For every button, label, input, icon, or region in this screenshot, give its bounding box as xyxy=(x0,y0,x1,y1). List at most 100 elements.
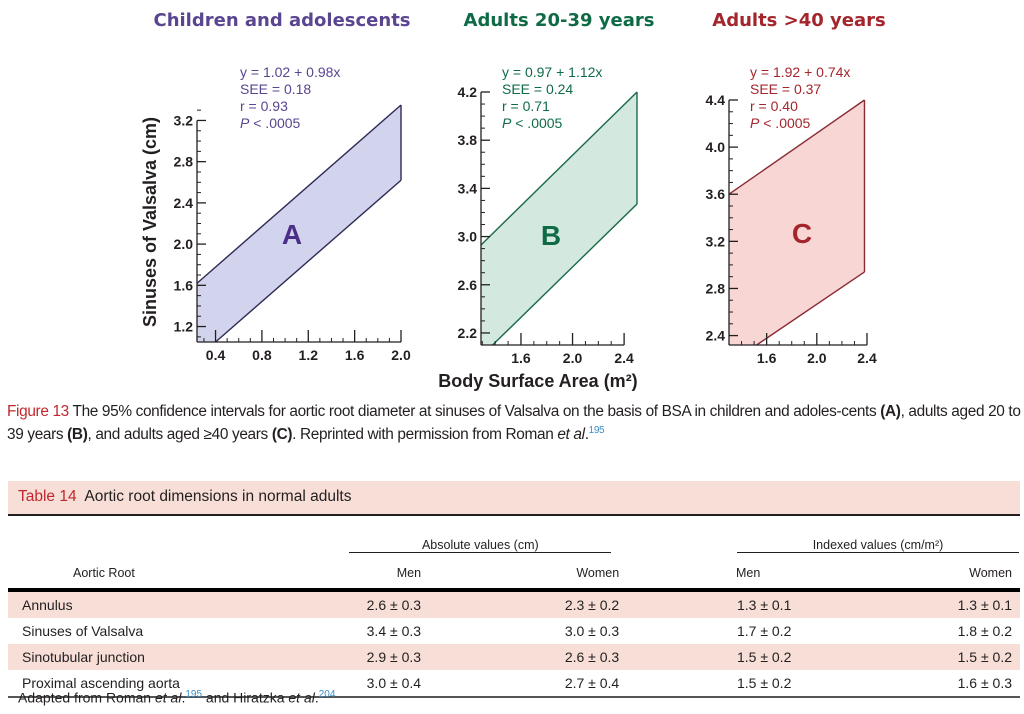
y-tick-label: 1.2 xyxy=(174,319,194,335)
cell-abs-women: 2.7 ± 0.4 xyxy=(421,670,632,698)
row-label: Proximal ascending aorta xyxy=(8,670,327,698)
column-header-idx-women: Women xyxy=(887,557,1020,592)
table-row: Annulus 2.6 ± 0.3 2.3 ± 0.2 1.3 ± 0.1 1.3 ± … xyxy=(8,590,1020,618)
cell-abs-women: 3.0 ± 0.3 xyxy=(564,623,620,639)
cell-abs-men: 3.0 ± 0.4 xyxy=(326,670,422,698)
caption-text: The 95% confidence intervals for aortic … xyxy=(68,403,881,420)
caption-ref-c: (C) xyxy=(271,426,293,444)
ci-band xyxy=(481,92,637,345)
group-header-label: Indexed values (cm/m²) xyxy=(812,538,944,552)
cell-idx-men: 1.5 ± 0.2 xyxy=(735,644,887,670)
x-tick-label: 1.6 xyxy=(345,347,365,363)
x-tick-label: 0.4 xyxy=(206,347,226,363)
regression-stat: y = 1.92 + 0.74x xyxy=(750,64,850,80)
caption-text: , and adults aged ≥40 years xyxy=(87,426,272,444)
x-tick-label: 2.0 xyxy=(391,347,411,363)
ci-lower-line xyxy=(492,203,638,346)
panel-letter: B xyxy=(541,220,561,251)
panel-title: Children and adolescents xyxy=(153,10,410,31)
table-14: Table 14 Aortic root dimensions in norma… xyxy=(8,481,1020,698)
citation-link[interactable]: 195 xyxy=(588,425,605,436)
footnote-text: Adapted from Roman xyxy=(18,689,155,706)
y-tick-label: 2.4 xyxy=(174,195,194,211)
y-tick-label: 1.6 xyxy=(174,277,194,293)
y-tick-label: 3.6 xyxy=(706,186,726,202)
regression-stat: SEE = 0.18 xyxy=(240,81,311,97)
y-tick-label: 4.0 xyxy=(706,139,726,155)
cell-abs-men: 2.9 ± 0.3 xyxy=(326,644,422,670)
group-header-indexed: Indexed values (cm/m²) xyxy=(736,516,1020,557)
column-header-abs-men: Men xyxy=(326,557,422,592)
y-tick-label: 2.8 xyxy=(174,154,194,170)
y-tick-label: 3.2 xyxy=(174,112,194,128)
cell-abs-women: 2.3 ± 0.2 xyxy=(421,590,632,618)
column-header-idx-men: Men xyxy=(735,557,887,592)
cell-idx-men: 1.7 ± 0.2 xyxy=(736,623,792,639)
figure-label: Figure 13 xyxy=(7,403,69,420)
header-spacer xyxy=(8,516,326,557)
row-label: Sinuses of Valsalva xyxy=(22,623,144,639)
column-header-aortic-root: Aortic Root xyxy=(8,557,327,592)
header-spacer xyxy=(631,516,736,557)
row-label: Annulus xyxy=(8,590,327,618)
row-label: Sinotubular junction xyxy=(8,644,327,670)
regression-stat: P < .0005 xyxy=(750,115,811,131)
y-tick-label: 2.4 xyxy=(706,328,726,344)
figure-caption: Figure 13 The 95% confidence intervals f… xyxy=(7,402,1022,444)
column-header-abs-women: Women xyxy=(421,557,632,592)
group-header-absolute: Absolute values (cm) xyxy=(326,516,631,557)
table-label: Table 14 xyxy=(18,488,77,505)
table-body: Annulus 2.6 ± 0.3 2.3 ± 0.2 1.3 ± 0.1 1.3 ± … xyxy=(8,590,1020,698)
cell-spacer xyxy=(631,590,736,618)
header-spacer xyxy=(631,557,736,592)
x-axis-title: Body Surface Area (m²) xyxy=(438,371,637,391)
ci-lower-line xyxy=(756,271,865,346)
cell-idx-women: 1.6 ± 0.3 xyxy=(887,670,1020,698)
table-row: Proximal ascending aorta 3.0 ± 0.4 2.7 ± 0… xyxy=(8,670,1020,698)
cell-idx-women: 1.8 ± 0.2 xyxy=(957,623,1012,639)
citation-link[interactable]: 195 xyxy=(185,689,203,700)
citation-link[interactable]: 204 xyxy=(318,689,336,700)
page-margin-mark xyxy=(0,255,6,395)
caption-ref-a: (A) xyxy=(880,403,901,420)
x-tick-label: 1.6 xyxy=(511,350,531,366)
caption-et-al: et al xyxy=(557,426,585,444)
x-tick-label: 2.0 xyxy=(807,350,827,366)
x-tick-label: 0.8 xyxy=(252,347,272,363)
group-header-label: Absolute values (cm) xyxy=(421,538,539,552)
regression-stat: r = 0.93 xyxy=(240,98,288,114)
panel-letter: A xyxy=(282,219,302,250)
cell-spacer xyxy=(631,670,736,698)
caption-ref-b: (B) xyxy=(67,426,88,444)
footnote-text: and Hiratzka xyxy=(202,689,289,706)
regression-stat: r = 0.40 xyxy=(750,98,798,114)
ci-band xyxy=(197,105,401,342)
x-tick-label: 1.2 xyxy=(299,347,319,363)
caption-text: . Reprinted with permission from Roman xyxy=(292,426,558,444)
x-tick-label: 2.0 xyxy=(563,350,583,366)
cell-abs-men: 3.4 ± 0.3 xyxy=(366,623,422,639)
panel-title: Adults >40 years xyxy=(712,10,885,31)
cell-idx-women: 1.3 ± 0.1 xyxy=(887,590,1020,618)
cell-idx-women: 1.5 ± 0.2 xyxy=(887,644,1020,670)
regression-stat: SEE = 0.24 xyxy=(502,81,573,97)
y-tick-label: 3.0 xyxy=(458,229,478,245)
y-tick-label: 2.0 xyxy=(174,236,194,252)
regression-stat: r = 0.71 xyxy=(502,98,550,114)
table-title: Table 14 Aortic root dimensions in norma… xyxy=(8,481,1020,516)
aortic-root-table: Absolute values (cm) Indexed values (cm/… xyxy=(8,516,1020,698)
y-tick-label: 4.4 xyxy=(706,92,726,108)
x-tick-label: 1.6 xyxy=(757,350,777,366)
caption-text: , adults aged 20 to 39 years xyxy=(7,403,1021,444)
cell-abs-women: 2.6 ± 0.3 xyxy=(421,644,632,670)
footnote-et-al: et al xyxy=(288,689,315,706)
y-tick-label: 2.2 xyxy=(458,325,478,341)
x-tick-label: 2.4 xyxy=(857,350,877,366)
table-title-text: Aortic root dimensions in normal adults xyxy=(84,488,352,505)
y-tick-label: 2.6 xyxy=(458,277,478,293)
figure-13: Children and adolescents 1.2 1.6 2.0 2.4 2.8 3… xyxy=(140,10,886,391)
footnote-text: . xyxy=(181,689,186,706)
regression-stat: y = 0.97 + 1.12x xyxy=(502,64,602,80)
x-tick-label: 2.4 xyxy=(614,350,634,366)
y-tick-label: 3.2 xyxy=(706,233,726,249)
